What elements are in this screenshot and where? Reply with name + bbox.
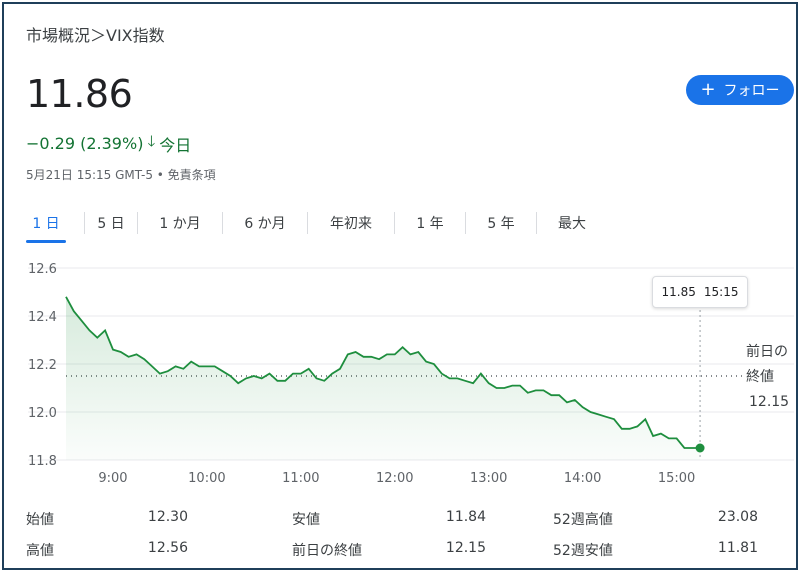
x-tick-label: 12:00 [376, 471, 413, 486]
previous-close-label: 終値 [746, 369, 774, 385]
x-tick-label: 11:00 [282, 471, 319, 486]
change-period: 今日 [159, 135, 192, 155]
previous-close-value: 12.15 [749, 394, 789, 410]
stat-label: 高値 [26, 543, 54, 559]
stat-value: 12.15 [445, 540, 486, 556]
stat-value: 23.08 [717, 509, 758, 525]
x-tick-label: 15:00 [658, 471, 695, 486]
stat-label: 52週高値 [553, 512, 613, 528]
stat-value: 11.81 [717, 540, 758, 556]
y-tick-label: 11.8 [28, 454, 57, 469]
current-price: 11.86 [26, 72, 133, 116]
last-point [695, 443, 705, 453]
tab-1-day[interactable]: 1 日 [26, 210, 66, 243]
tab-1-month[interactable]: 1 か月 [159, 216, 201, 232]
price-area [66, 296, 701, 460]
tab-6-months[interactable]: 6 か月 [244, 216, 286, 232]
stat-label: 52週安値 [553, 543, 613, 559]
follow-label: フォロー [723, 83, 780, 99]
price-line [65, 296, 701, 449]
stat-value: 11.84 [445, 509, 486, 525]
arrow-down-icon: 🡓 [147, 132, 156, 150]
x-tick-label: 13:00 [470, 471, 507, 486]
price-chart[interactable]: 12.6 12.4 12.2 12.0 11.8 9:00 10:00 11:00 12:00 1… [4, 252, 794, 492]
tooltip-time: 15:15 [703, 285, 739, 299]
change-value: −0.29 (2.39%) [26, 134, 144, 153]
stat-value: 12.30 [147, 509, 188, 525]
timestamp-disclaimer: 5月21日 15:15 GMT-5 • 免責条項 [26, 168, 216, 182]
y-tick-label: 12.6 [28, 262, 57, 277]
stat-label: 前日の終値 [292, 543, 362, 559]
tab-max[interactable]: 最大 [558, 216, 586, 232]
price-change: −0.29 (2.39%) 🡓 今日 [26, 131, 191, 156]
follow-button[interactable]: + フォロー [686, 75, 794, 105]
x-tick-label: 9:00 [98, 471, 127, 486]
tooltip-value: 11.85 [661, 285, 696, 299]
previous-close-label: 前日の [746, 343, 788, 360]
stat-label: 始値 [26, 512, 54, 528]
stat-value: 12.56 [147, 540, 188, 556]
x-tick-label: 14:00 [564, 471, 601, 486]
breadcrumb[interactable]: 市場概況＞VIX指数 [26, 26, 165, 45]
tab-5-years[interactable]: 5 年 [487, 216, 515, 232]
tab-1-year[interactable]: 1 年 [416, 216, 444, 232]
plus-icon: + [700, 79, 716, 100]
tab-5-days[interactable]: 5 日 [97, 216, 125, 232]
y-tick-label: 12.0 [28, 406, 57, 421]
y-tick-label: 12.4 [28, 310, 57, 325]
stat-label: 安値 [292, 512, 320, 528]
tab-ytd[interactable]: 年初来 [330, 216, 372, 232]
range-tabs: 1 日 5 日 1 か月 6 か月 年初来 1 年 5 年 最大 [26, 210, 607, 243]
y-tick-label: 12.2 [28, 358, 57, 373]
hover-tooltip: 11.85 15:15 [652, 276, 748, 308]
x-tick-label: 10:00 [188, 471, 225, 486]
